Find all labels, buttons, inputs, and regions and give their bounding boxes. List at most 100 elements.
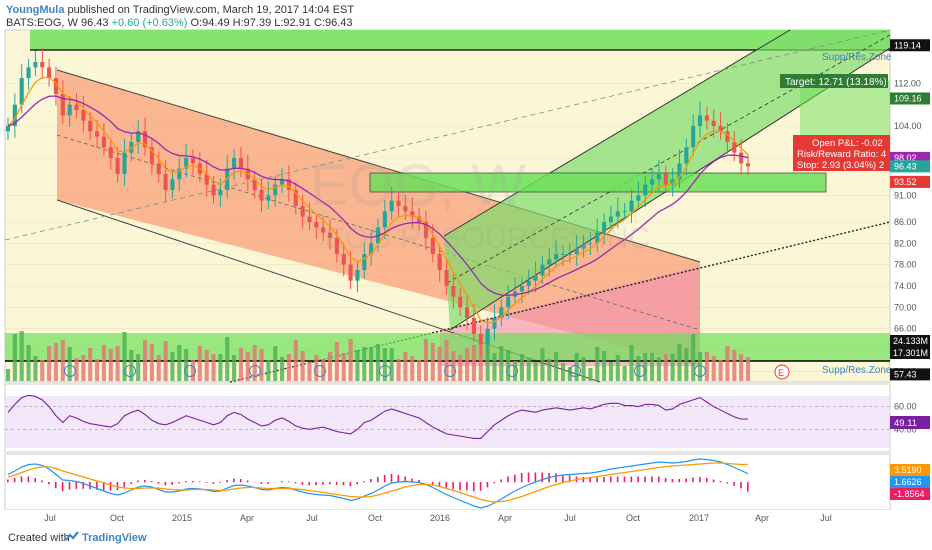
candle-body	[5, 126, 11, 132]
volume-bar	[540, 348, 545, 381]
candle-body	[554, 254, 559, 260]
candle-body	[458, 296, 463, 308]
symbol-label[interactable]: BATS:EOG, W	[6, 17, 78, 29]
macd-hist-bar	[699, 477, 701, 483]
macd-hist-bar	[61, 482, 64, 492]
stop-label: Stop: 2.93 (3.04%) 2	[797, 160, 884, 171]
volume-badge-bg	[890, 347, 930, 359]
volume-bar	[725, 346, 730, 381]
candle-body	[211, 184, 216, 196]
chart-header: YoungMula published on TradingView.com, …	[0, 0, 932, 30]
candle-body	[280, 179, 285, 185]
volume-bar	[47, 346, 52, 381]
macd-hist-bar	[34, 478, 37, 483]
volume-bar	[252, 345, 257, 381]
candle-body	[115, 158, 120, 174]
macd-hist-bar	[520, 473, 523, 483]
price-badge-bg	[890, 92, 930, 105]
candle-body	[108, 147, 113, 158]
macd-badge-bg	[890, 476, 930, 488]
volume-bar	[663, 354, 668, 381]
candle-body	[650, 179, 655, 185]
candle-body	[81, 110, 86, 121]
volume-bar	[615, 355, 620, 381]
volume-bar	[697, 352, 703, 381]
candle-body	[232, 158, 237, 169]
footer: Created with TradingView	[0, 526, 932, 550]
candle-body	[663, 174, 668, 185]
candle-body	[540, 264, 545, 276]
time-tick-label: Apr	[498, 513, 512, 523]
volume-bar	[95, 359, 100, 381]
candle-body	[704, 115, 709, 121]
mid-zone	[369, 172, 827, 193]
tradingview-brand[interactable]: TradingView	[82, 532, 147, 544]
volume-bar	[608, 362, 614, 381]
macd-hist-bar	[726, 482, 729, 484]
dividend-event-icon	[444, 365, 456, 377]
price-badge-bg	[890, 160, 930, 173]
macd-hist-bar	[54, 482, 57, 489]
macd-hist-bar	[96, 482, 98, 490]
macd-hist-bar	[171, 482, 174, 485]
volume-bar	[149, 344, 154, 381]
volume-bar	[280, 357, 285, 381]
time-axis[interactable]: Jul Oct 2015 Apr Jul Oct 2016 Apr Jul Oct 2017 Apr J…	[44, 513, 832, 523]
price-axis[interactable]: 112.00104.0098.0091.0086.0082.0078.0074.…	[894, 78, 922, 376]
volume-bar	[430, 343, 435, 381]
volume-bar	[417, 360, 422, 381]
candle-body	[47, 67, 52, 78]
candle-body	[382, 211, 387, 228]
volume-bar	[410, 356, 415, 381]
candle-body	[588, 243, 593, 245]
watermark-symbol: EOG, W	[310, 153, 526, 218]
trend-line-long	[4, 29, 891, 241]
volume-bar	[519, 354, 524, 381]
candle-body	[88, 120, 93, 132]
volume-bar	[184, 349, 189, 381]
price-badge-stop: 93.52	[894, 177, 917, 187]
macd-hist-bar	[329, 482, 331, 485]
macd-hist-bar	[609, 476, 612, 483]
price-badge-bg	[890, 39, 930, 52]
candle-body	[478, 334, 483, 345]
macd-hist-bar	[589, 477, 592, 483]
macd-hist-bar	[657, 476, 660, 483]
macd-hist-bar	[500, 479, 502, 483]
candle-body	[711, 120, 716, 126]
volume-bar	[739, 354, 744, 381]
candle-body	[499, 307, 504, 318]
volume-bar	[307, 362, 312, 381]
volume-bar	[554, 352, 559, 381]
macd-hist-bar	[137, 480, 139, 483]
macd-hist-bar	[397, 475, 400, 483]
macd-hist-bar	[130, 482, 132, 484]
ema-fast-line	[7, 76, 749, 324]
macd-badges: 3.5190 1.6626 -1.8564	[890, 464, 930, 500]
volume-bar	[629, 345, 634, 381]
candle-body	[430, 238, 435, 254]
candle-body	[95, 131, 100, 137]
volume-bar	[499, 346, 504, 381]
rsi-tick-label: 60.00	[894, 402, 917, 412]
volume-bar	[588, 368, 593, 381]
stop-box	[793, 135, 890, 171]
candle-body	[19, 78, 24, 105]
volume-bar	[718, 360, 723, 381]
candle-body	[403, 206, 408, 212]
volume-bar	[526, 358, 531, 381]
candle-body	[307, 216, 312, 222]
macd-hist-bar	[198, 481, 201, 483]
rsi-tick-label: 40.00	[894, 424, 917, 434]
price-badge-last: 96.43	[894, 161, 917, 171]
macd-hist-bar	[82, 482, 84, 489]
macd-hist-bar	[383, 475, 386, 483]
volume-bar	[156, 355, 161, 381]
published-text: published on TradingView.com, March 19, …	[67, 4, 355, 16]
dividend-event-icon	[249, 365, 261, 377]
earnings-event-icon[interactable]	[774, 364, 790, 380]
macd-hist-bar	[116, 482, 119, 491]
author-name[interactable]: YoungMula	[6, 4, 65, 16]
